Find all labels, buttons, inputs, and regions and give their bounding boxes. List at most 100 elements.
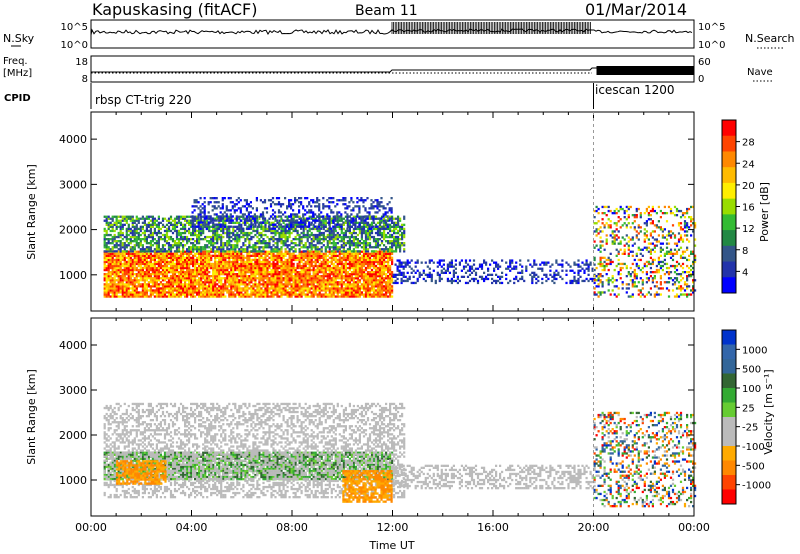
power-cell <box>129 266 132 270</box>
power-cell <box>188 254 191 257</box>
power-cell <box>202 285 205 288</box>
power-cell <box>238 262 241 266</box>
power-cell <box>107 242 110 245</box>
power-cell <box>401 223 404 226</box>
power-cell <box>167 295 171 298</box>
power-cell <box>137 258 140 262</box>
power-cell <box>157 256 160 259</box>
power-cell <box>234 235 237 239</box>
power-cell <box>143 283 146 286</box>
power-cell <box>387 256 390 259</box>
power-cell <box>340 287 343 290</box>
power-cell <box>334 275 337 278</box>
power-cell <box>203 209 206 212</box>
power-cell <box>376 291 380 294</box>
power-cell <box>139 248 142 251</box>
power-cell <box>358 285 361 288</box>
power-cell <box>308 256 311 259</box>
power-cell <box>300 275 303 278</box>
power-cell <box>397 240 400 243</box>
power-cell <box>385 223 388 226</box>
power-cell <box>401 231 404 235</box>
power-cell <box>376 281 380 284</box>
power-cell <box>383 260 386 264</box>
power-cell <box>290 289 293 292</box>
power-cell <box>173 271 177 274</box>
power-cell <box>111 254 114 257</box>
power-cell <box>338 260 341 264</box>
power-cell <box>324 293 327 296</box>
power-cell <box>246 271 249 274</box>
power-cell <box>246 252 249 255</box>
power-cell <box>204 254 207 257</box>
power-cell <box>242 277 245 280</box>
power-cell <box>330 295 333 298</box>
power-cell <box>374 279 378 282</box>
power-cell <box>167 254 171 257</box>
power-cell <box>270 238 273 241</box>
power-cell <box>171 293 175 296</box>
power-cell <box>294 289 297 292</box>
power-cell <box>262 268 265 272</box>
power-cell <box>226 227 229 231</box>
power-cell <box>364 242 368 245</box>
power-cell <box>201 207 204 210</box>
power-cell <box>266 246 269 249</box>
power-cell <box>356 233 359 237</box>
power-cell <box>328 256 331 259</box>
power-cell <box>240 283 243 286</box>
power-cell <box>196 271 199 274</box>
power-cell <box>336 293 339 296</box>
power-cell <box>184 235 187 239</box>
power-cell <box>366 254 370 257</box>
power-cell <box>260 254 263 257</box>
power-cell <box>294 250 297 253</box>
power-cell <box>182 277 185 280</box>
power-cell <box>131 231 134 235</box>
power-cell <box>290 248 293 251</box>
power-cell <box>290 258 293 262</box>
power-cell <box>286 266 289 270</box>
power-cell <box>177 285 181 288</box>
power-cell <box>214 254 217 257</box>
power-cell <box>358 227 361 231</box>
power-cell <box>318 256 321 259</box>
power-cell <box>314 268 317 272</box>
power-cell <box>254 264 257 268</box>
power-cell <box>143 229 146 233</box>
power-cell <box>117 277 120 280</box>
power-cell <box>256 266 259 270</box>
power-cell <box>258 242 261 245</box>
power-cell <box>173 283 177 286</box>
power-cell <box>184 250 187 253</box>
power-cell <box>376 250 380 253</box>
power-cell <box>280 256 283 259</box>
power-cell <box>258 262 261 266</box>
power-cell <box>206 262 209 266</box>
power-cell <box>143 295 146 298</box>
power-cell <box>214 235 217 239</box>
power-cell <box>169 268 173 272</box>
power-cell <box>173 295 177 298</box>
power-cell <box>262 229 265 233</box>
power-cell <box>182 223 185 226</box>
power-cell <box>395 244 398 247</box>
power-cell <box>324 283 327 286</box>
power-cell <box>338 227 341 231</box>
power-cell <box>320 281 323 284</box>
power-cell <box>188 246 191 249</box>
power-cell <box>376 217 380 220</box>
power-cell <box>212 233 215 237</box>
power-cell <box>190 262 193 266</box>
power-cell <box>318 285 321 288</box>
power-cell <box>188 275 191 278</box>
power-cell <box>374 283 378 286</box>
power-cell <box>131 217 134 220</box>
power-cell <box>374 285 378 288</box>
power-cell <box>192 273 195 276</box>
power-cell <box>324 275 327 278</box>
power-cell <box>133 240 136 243</box>
power-cell <box>153 250 156 253</box>
power-cell <box>280 275 283 278</box>
power-cell <box>338 217 341 220</box>
